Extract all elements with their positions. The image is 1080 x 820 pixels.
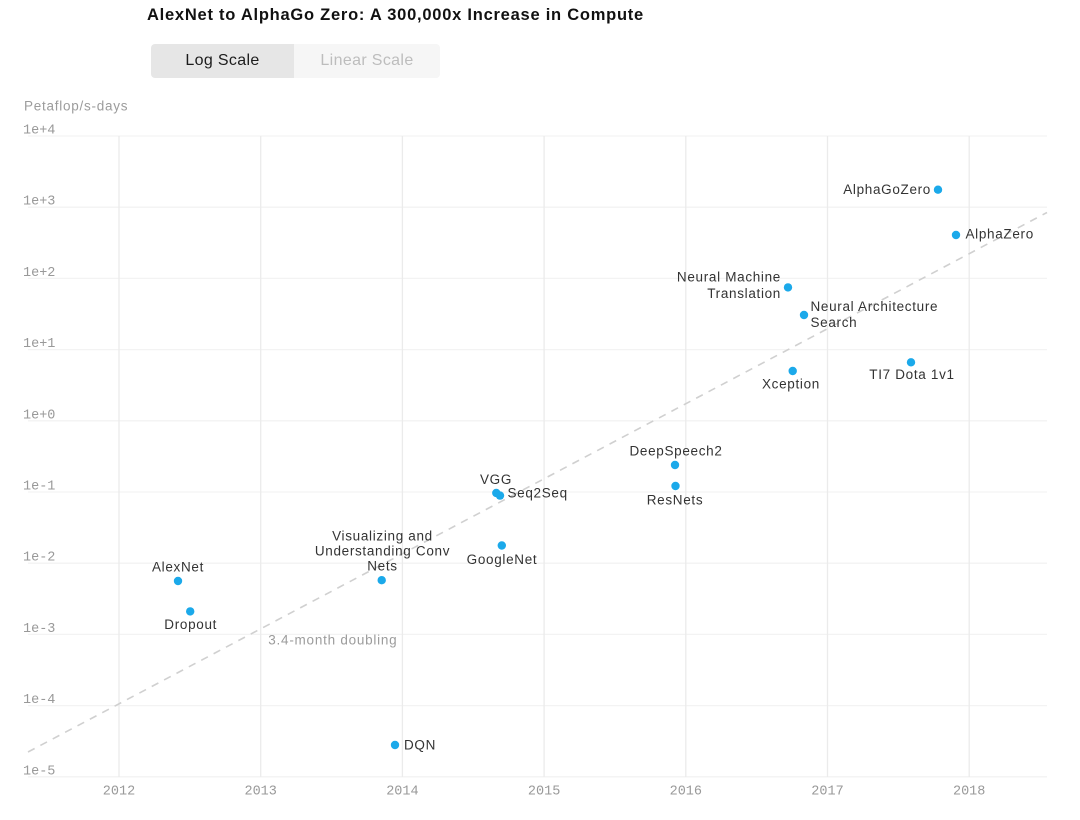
svg-text:AlphaGoZero: AlphaGoZero	[843, 182, 931, 197]
svg-text:1e-3: 1e-3	[23, 622, 55, 637]
svg-text:1e-2: 1e-2	[23, 551, 55, 566]
svg-text:2015: 2015	[528, 785, 560, 800]
svg-text:AlphaZero: AlphaZero	[966, 227, 1034, 242]
svg-text:Visualizing and: Visualizing and	[332, 529, 433, 544]
svg-text:GoogleNet: GoogleNet	[467, 552, 538, 567]
svg-text:2014: 2014	[386, 785, 418, 800]
svg-text:1e+4: 1e+4	[23, 124, 55, 139]
svg-text:ResNets: ResNets	[647, 493, 704, 508]
svg-text:Seq2Seq: Seq2Seq	[508, 486, 568, 501]
svg-text:1e+0: 1e+0	[23, 408, 55, 423]
svg-text:1e-5: 1e-5	[23, 764, 55, 779]
svg-text:Petaflop/s-days: Petaflop/s-days	[24, 99, 128, 114]
svg-text:1e+1: 1e+1	[23, 337, 55, 352]
svg-text:2017: 2017	[811, 785, 843, 800]
svg-text:2012: 2012	[103, 785, 135, 800]
svg-text:2016: 2016	[670, 785, 702, 800]
svg-text:1e+2: 1e+2	[23, 266, 55, 281]
svg-text:2013: 2013	[244, 785, 276, 800]
svg-text:Search: Search	[811, 315, 858, 330]
svg-text:1e-4: 1e-4	[23, 693, 55, 708]
svg-text:TI7 Dota 1v1: TI7 Dota 1v1	[869, 367, 954, 382]
svg-text:3.4-month doubling: 3.4-month doubling	[268, 633, 397, 648]
svg-text:Dropout: Dropout	[164, 617, 217, 632]
svg-text:Neural Architecture: Neural Architecture	[811, 299, 939, 314]
svg-text:Neural Machine: Neural Machine	[677, 270, 781, 285]
svg-text:Xception: Xception	[762, 377, 820, 392]
svg-text:DQN: DQN	[404, 738, 436, 753]
svg-text:DeepSpeech2: DeepSpeech2	[629, 444, 722, 459]
svg-text:1e+3: 1e+3	[23, 195, 55, 210]
svg-text:VGG: VGG	[480, 472, 512, 487]
svg-text:Translation: Translation	[707, 286, 781, 301]
svg-text:Nets: Nets	[367, 559, 397, 574]
svg-text:AlexNet: AlexNet	[152, 560, 204, 575]
svg-text:1e-1: 1e-1	[23, 480, 55, 495]
svg-text:2018: 2018	[953, 785, 985, 800]
svg-text:Understanding Conv: Understanding Conv	[315, 544, 450, 559]
